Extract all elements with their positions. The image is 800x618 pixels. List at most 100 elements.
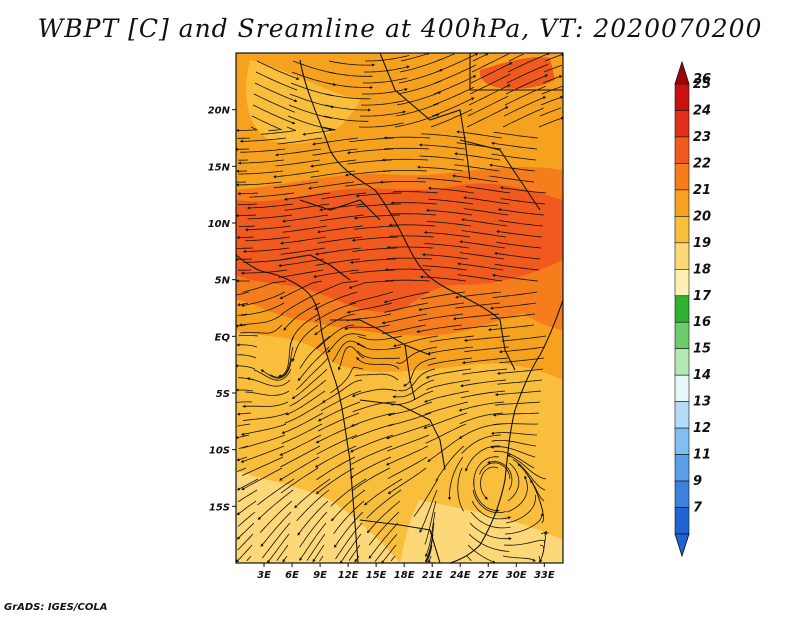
streamline: [238, 335, 259, 337]
streamline: [279, 280, 323, 300]
streamline: [240, 148, 286, 153]
streamline: [280, 445, 321, 468]
streamline: [349, 434, 394, 453]
streamline: [236, 343, 258, 348]
streamline: [392, 335, 439, 348]
streamline: [492, 412, 540, 417]
streamline: [357, 350, 401, 359]
streamline: [399, 58, 443, 73]
streamline: [466, 555, 472, 561]
colorbar-label: 23: [693, 130, 711, 145]
streamline: [499, 357, 545, 364]
streamline: [282, 555, 288, 563]
streamline: [360, 100, 406, 106]
streamline: [236, 126, 259, 133]
border-11: [279, 254, 351, 281]
streamline: [316, 324, 355, 349]
coastline-east: [449, 299, 563, 563]
streamline: [359, 110, 407, 117]
streamline: [458, 401, 505, 412]
streamline: [499, 186, 547, 194]
streamline: [508, 53, 524, 62]
streamline: [246, 555, 252, 562]
streamline: [242, 401, 289, 408]
streamline: [379, 180, 427, 184]
streamline: [424, 401, 469, 415]
chart-title: WBPT [C] and Sreamline at 400hPa, VT: 20…: [37, 14, 763, 43]
streamline: [281, 412, 324, 434]
streamline: [542, 75, 563, 84]
streamline: [435, 445, 465, 481]
colorbar-bottom-arrow: [674, 533, 690, 558]
border-4: [330, 319, 431, 356]
streamline: [260, 511, 292, 547]
streamline: [505, 74, 549, 95]
streamline: [237, 302, 249, 307]
streamline: [539, 544, 545, 563]
streamline: [354, 373, 399, 381]
streamline: [323, 115, 369, 122]
streamline: [381, 158, 429, 162]
streamline: [497, 208, 545, 216]
streamline: [425, 423, 467, 444]
streamline: [289, 379, 327, 407]
streamline: [461, 357, 509, 365]
colorbar-label: 26: [693, 72, 711, 87]
streamline: [346, 148, 394, 155]
streamline: [457, 274, 503, 282]
streamline: [472, 489, 507, 513]
streamline: [419, 155, 465, 161]
streamline: [492, 291, 538, 299]
streamline: [317, 412, 360, 432]
colorbar-top-arrow: [674, 60, 690, 85]
streamline: [236, 291, 250, 296]
streamline: [461, 230, 507, 238]
lat-tick-label: EQ: [215, 332, 231, 343]
streamline: [453, 324, 499, 331]
streamline: [426, 379, 471, 391]
grads-credit: GrADS: IGES/COLA: [4, 602, 108, 613]
streamline: [426, 221, 472, 227]
streamline: [421, 253, 469, 260]
streamline: [261, 522, 291, 559]
streamline: [538, 116, 563, 128]
streamline: [387, 257, 433, 260]
colorbar-swatch: [674, 295, 690, 323]
streamline: [387, 467, 427, 495]
streamline: [288, 104, 332, 119]
colorbar-swatch: [674, 189, 690, 217]
streamline: [420, 291, 466, 300]
streamline: [494, 390, 542, 397]
streamline: [504, 85, 546, 106]
streamline: [430, 109, 473, 128]
streamline: [423, 412, 468, 429]
streamline: [427, 186, 475, 194]
streamline: [470, 511, 511, 529]
streamline: [315, 280, 359, 295]
lon-tick-label: 12E: [338, 570, 359, 581]
streamline: [496, 368, 544, 375]
streamline: [240, 423, 287, 436]
streamline: [470, 62, 513, 84]
streamline: [383, 136, 431, 140]
streamline: [467, 544, 496, 563]
colorbar-label: 7: [693, 501, 703, 516]
streamline: [236, 522, 255, 540]
streamline: [338, 345, 365, 371]
streamline: [244, 225, 292, 232]
streamline: [487, 460, 513, 491]
streamline: [260, 126, 297, 135]
streamline: [387, 434, 430, 452]
streamline: [427, 555, 432, 563]
streamline: [246, 203, 294, 210]
streamline: [418, 302, 465, 312]
streamline: [330, 366, 364, 394]
colorbar-label: 16: [693, 315, 711, 330]
streamline: [469, 522, 512, 541]
streamline: [469, 73, 511, 95]
streamline: [498, 220, 544, 227]
streamline: [278, 269, 324, 278]
streamline: [252, 104, 296, 125]
streamline: [333, 500, 365, 534]
